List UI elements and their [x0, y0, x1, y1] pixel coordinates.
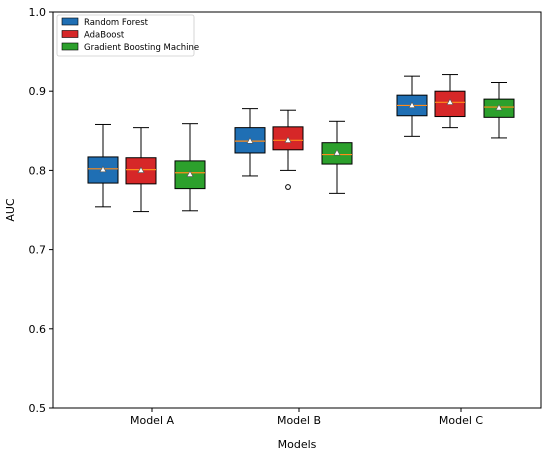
- legend-entry: AdaBoost: [84, 31, 125, 41]
- box-series: [87, 74, 515, 213]
- mean-marker: [99, 165, 107, 173]
- legend-frame: [56, 14, 195, 57]
- legend-entry: Random Forest: [84, 18, 149, 28]
- mean-marker: [495, 104, 503, 111]
- y-axis: 0.5 0.6 0.7 0.8 0.9 1.0: [29, 6, 53, 415]
- y-tick-label: 0.6: [29, 323, 47, 336]
- plot-area: [52, 11, 542, 409]
- box-random-forest: [396, 75, 428, 137]
- y-axis-label: AUC: [4, 198, 17, 222]
- outlier-point: [285, 184, 291, 190]
- box-gradient-boosting-machine: [321, 120, 353, 194]
- mean-marker: [246, 137, 254, 144]
- box-adaboost: [125, 127, 157, 213]
- legend-entry: Gradient Boosting Machine: [84, 43, 199, 53]
- mean-marker: [408, 101, 416, 108]
- box-random-forest: [87, 123, 119, 208]
- mean-marker: [137, 166, 145, 173]
- y-tick-label: 0.7: [29, 244, 47, 257]
- box-gradient-boosting-machine: [483, 81, 515, 139]
- y-tick-label: 1.0: [29, 6, 47, 19]
- legend: Random Forest AdaBoost Gradient Boosting M…: [56, 14, 199, 57]
- box-random-forest: [234, 108, 266, 177]
- x-tick-label: Model C: [439, 414, 484, 427]
- x-tick-label: Model B: [277, 414, 321, 427]
- y-tick-label: 0.9: [29, 85, 47, 98]
- box-adaboost: [272, 109, 304, 190]
- box-gradient-boosting-machine: [174, 123, 206, 212]
- legend-swatch: [61, 42, 79, 51]
- box-adaboost: [434, 74, 466, 129]
- legend-swatch: [61, 30, 79, 38]
- mean-marker: [446, 98, 454, 105]
- y-tick-label: 0.5: [29, 402, 47, 415]
- mean-marker: [186, 170, 194, 177]
- x-axis-label: Models: [278, 438, 317, 451]
- legend-swatch: [61, 17, 79, 26]
- y-tick-label: 0.8: [29, 164, 47, 177]
- x-axis: Model A Model B Model C: [130, 408, 483, 427]
- mean-marker: [333, 149, 341, 156]
- mean-marker: [284, 136, 292, 143]
- x-tick-label: Model A: [130, 414, 175, 427]
